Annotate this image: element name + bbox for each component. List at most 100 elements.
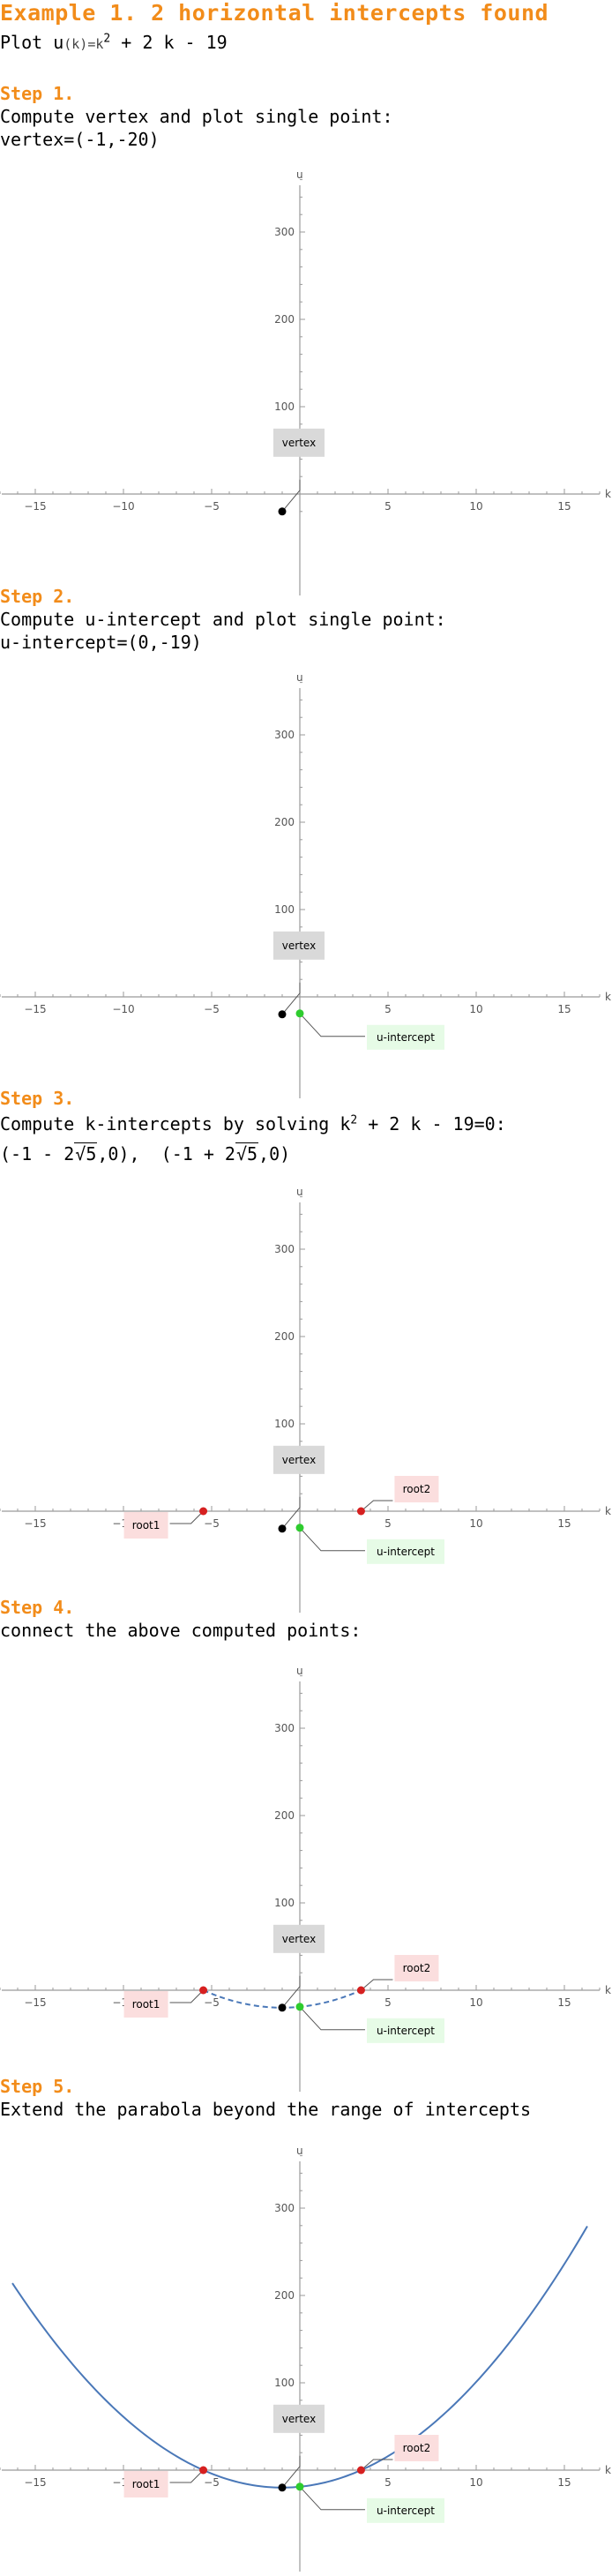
step-1-heading: Step 1. xyxy=(0,83,75,104)
step-2-result: u-intercept=(0,-19) xyxy=(0,632,202,653)
k-tick-label: −5 xyxy=(204,500,220,513)
u-intercept-label: u-intercept xyxy=(377,2505,435,2517)
vertex-label-box xyxy=(273,931,325,960)
vertex-point xyxy=(278,2483,287,2492)
u-intercept-point xyxy=(295,2003,304,2011)
u-intercept-label-box xyxy=(367,1539,444,1564)
plot-prefix: Plot u xyxy=(0,32,64,53)
k-tick-label: −15 xyxy=(24,1517,46,1530)
u-tick-label: 100 xyxy=(274,903,295,916)
u-tick-label: 200 xyxy=(274,1809,295,1822)
step-5-heading: Step 5. xyxy=(0,2076,75,2097)
root1-label: root1 xyxy=(132,1998,160,2011)
u-intercept-leader xyxy=(299,1013,365,1037)
k-tick-label: −5 xyxy=(204,1003,220,1015)
vertex-leader xyxy=(281,1975,301,2009)
k-tick-label: 10 xyxy=(469,500,482,513)
root2-label: root2 xyxy=(403,1962,431,1974)
u-intercept-label: u-intercept xyxy=(377,1546,435,1558)
k-tick-label: 5 xyxy=(384,1003,392,1015)
step-5-plot: ku−15 −10 −5 5 10 15100200300vertexu-intercep… xyxy=(0,2145,611,2572)
root1-label-box xyxy=(123,2471,168,2497)
vertex-leader xyxy=(281,982,301,1015)
k-tick-label: −15 xyxy=(24,1996,46,2009)
step-3-desc-prefix: Compute k-intercepts by solving k xyxy=(0,1113,351,1134)
root2-point xyxy=(356,2466,365,2475)
k-tick-label: −5 xyxy=(204,1517,220,1530)
vertex-point xyxy=(278,2003,287,2012)
u-tick-label: 200 xyxy=(274,816,295,828)
k-tick-label: −15 xyxy=(24,2476,46,2489)
k-tick-label: −15 xyxy=(24,1003,46,1015)
u-intercept-leader xyxy=(299,2486,365,2511)
u-axis-label: u xyxy=(296,2145,303,2157)
u-intercept-point xyxy=(295,1009,304,1018)
step-3-roots: (-1 - 2√5,0), (-1 + 2√5,0) xyxy=(0,1142,290,1164)
page-title: Example 1. 2 horizontal intercepts found xyxy=(0,0,549,26)
u-tick-label: 200 xyxy=(274,1330,295,1343)
u-tick-label: 300 xyxy=(274,1243,295,1255)
root1-point xyxy=(199,1507,208,1516)
vertex-label: vertex xyxy=(282,2413,316,2425)
vertex-label: vertex xyxy=(282,437,316,449)
vertex-point xyxy=(278,1524,287,1533)
vertex-label: vertex xyxy=(282,1454,316,1466)
k-tick-label: 15 xyxy=(557,500,571,513)
k-tick-label: 5 xyxy=(384,1517,392,1530)
vertex-leader xyxy=(281,1496,301,1530)
k-tick-label: 15 xyxy=(557,1003,571,1015)
step-2-description: Compute u-intercept and plot single poin… xyxy=(0,609,446,630)
u-tick-label: 100 xyxy=(274,1897,295,1909)
k-tick-label: −5 xyxy=(204,2476,220,2489)
k-tick-label: −10 xyxy=(112,1003,134,1015)
step-1-plot: k u −15 −10 −5 5 10 15 100 200 300 vertex xyxy=(0,168,611,595)
step-3-heading: Step 3. xyxy=(0,1088,75,1109)
k-tick-label: 10 xyxy=(469,2476,482,2489)
k-tick-label: 10 xyxy=(469,1517,482,1530)
u-intercept-point xyxy=(295,2482,304,2491)
root2-leader xyxy=(361,1979,393,1991)
root1-leader xyxy=(169,2469,204,2483)
root1-label: root1 xyxy=(132,1519,160,1531)
k-tick-label: 15 xyxy=(557,2476,571,2489)
step-4-plot: ku−15 −10 −5 5 10 15100200300vertexu-intercep… xyxy=(0,1665,611,2092)
step-2-plot: k u −15 −10 −5 5 10 15 100 200 300 vertex u-intercep… xyxy=(0,671,611,1098)
root1-label-box xyxy=(123,1991,168,2018)
vertex-leader xyxy=(281,2455,301,2489)
plot-function-head: (k)=k xyxy=(63,36,104,52)
k-tick-label: 5 xyxy=(384,1996,392,2009)
u-tick-label: 100 xyxy=(274,401,295,413)
u-intercept-leader xyxy=(299,1527,365,1552)
u-axis-label: u xyxy=(296,671,303,684)
root1-expression-tail: ,0), xyxy=(97,1143,140,1164)
plot-statement: Plot u(k)=k2 + 2 k - 19 xyxy=(0,32,228,53)
step-2-heading: Step 2. xyxy=(0,586,75,607)
root2-label-box xyxy=(394,1476,439,1502)
k-axis-label: k xyxy=(605,2464,611,2476)
root2-label-box xyxy=(394,1955,439,1981)
vertex-leader xyxy=(281,479,301,513)
plot-exponent: 2 xyxy=(103,32,111,46)
root2-expression-head: (-1 + 2 xyxy=(160,1143,235,1164)
root2-leader xyxy=(361,2459,393,2471)
u-intercept-label-box xyxy=(367,1024,444,1050)
root2-sqrt: √5 xyxy=(235,1142,259,1164)
k-tick-label: 10 xyxy=(469,1003,482,1015)
root2-label-box xyxy=(394,2435,439,2461)
root1-label-box xyxy=(123,1512,168,1539)
k-axis-label: k xyxy=(605,1505,611,1517)
root2-label: root2 xyxy=(403,1483,431,1495)
plot-function-tail: + 2 k - 19 xyxy=(110,32,228,53)
k-axis-label: k xyxy=(605,1984,611,1996)
u-intercept-label: u-intercept xyxy=(377,2025,435,2037)
k-tick-label: −10 xyxy=(112,500,134,513)
root1-point xyxy=(199,2466,208,2475)
u-axis-label: u xyxy=(296,168,303,181)
step-3-description: Compute k-intercepts by solving k2 + 2 k… xyxy=(0,1113,506,1134)
u-tick-label: 300 xyxy=(274,226,295,238)
u-intercept-point xyxy=(295,1524,304,1532)
u-intercept-label-box xyxy=(367,2018,444,2043)
u-tick-label: 100 xyxy=(274,1418,295,1430)
u-tick-label: 300 xyxy=(274,729,295,741)
k-tick-label: 5 xyxy=(384,500,392,513)
